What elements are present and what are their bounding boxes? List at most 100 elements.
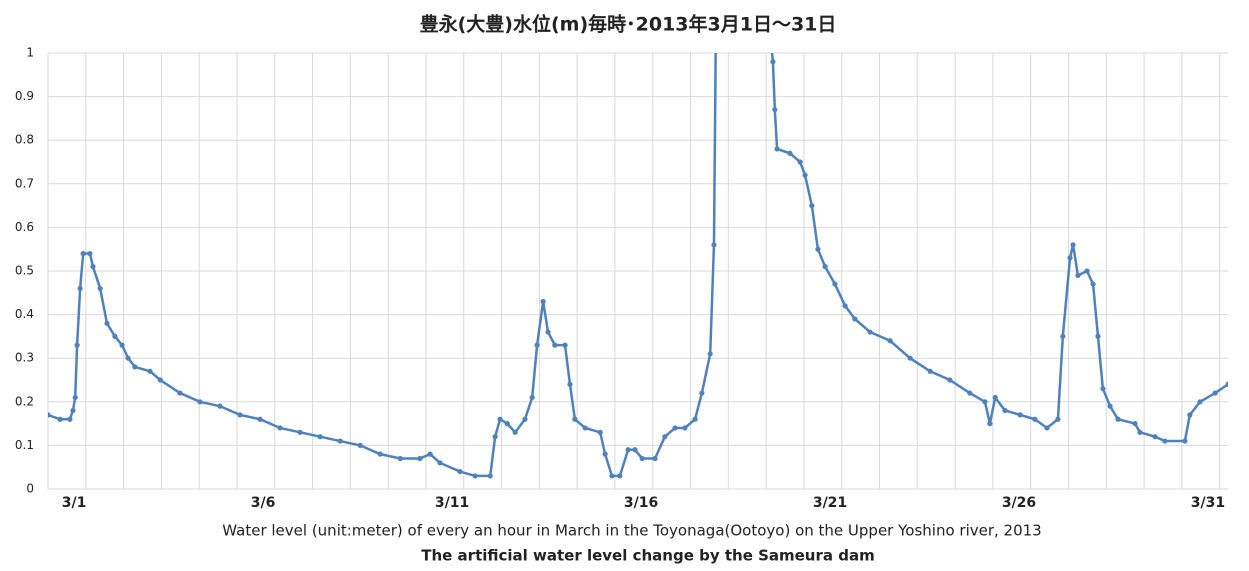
data-point [907,355,913,361]
data-point [567,381,573,387]
data-point [427,451,433,457]
data-point [472,473,478,479]
data-point [699,390,705,396]
y-tick-label: 0 [26,482,34,496]
data-point [74,342,80,348]
data-point [545,329,551,335]
data-point [1044,425,1050,431]
data-point [1055,416,1061,422]
data-point [457,468,463,475]
data-point [512,429,518,435]
data-point [802,172,808,178]
data-point [1060,333,1066,339]
data-point [1212,390,1218,396]
y-tick-label: 0.1 [15,438,34,452]
x-tick-label: 3/1 [62,495,87,511]
data-point [1075,272,1081,278]
data-point [112,333,118,339]
data-point [1187,412,1193,418]
data-point [1107,403,1113,409]
data-point [417,455,423,462]
data-point [617,473,623,479]
data-point [72,394,78,401]
data-point [357,442,363,448]
subcaption: The artificial water level change by the… [421,547,874,565]
data-point [947,377,953,383]
data-point [317,434,323,440]
data-point [487,473,493,479]
data-point [157,377,163,383]
data-point [832,281,838,287]
data-point [822,264,828,270]
data-point [57,416,63,422]
data-point [48,412,51,418]
data-point [1084,268,1090,274]
data-point [132,364,138,370]
data-point [437,460,443,466]
data-point [602,451,608,457]
data-point [927,368,933,374]
data-point [562,342,568,348]
data-point [1002,407,1008,414]
data-point [1162,438,1168,444]
data-point [504,421,510,427]
data-point [97,285,103,292]
y-tick-label: 0.6 [15,220,34,234]
data-point [104,320,110,326]
y-tick-label: 1 [26,46,34,60]
data-point [1182,438,1188,444]
data-point [540,298,546,305]
data-point [711,242,717,248]
data-point [377,451,383,457]
data-point [597,429,603,435]
x-tick-label: 3/31 [1191,495,1225,511]
data-point [197,399,203,405]
data-point [662,434,668,440]
data-point [277,425,283,431]
data-point [257,416,263,422]
data-point [625,447,631,453]
data-point [842,303,848,309]
data-point [534,342,540,348]
data-point [67,416,73,422]
data-point [1032,416,1038,422]
data-point [119,342,125,348]
chart-title: 豊永(大豊)水位(m)毎時･2013年3月1日～31日 [420,13,837,36]
data-point [337,438,343,444]
data-point [707,351,713,357]
data-point [774,146,780,152]
data-point [297,429,303,435]
x-tick-label: 3/6 [251,495,276,511]
data-point [652,455,658,462]
data-point [772,107,778,113]
data-point [809,203,815,209]
data-point [992,394,998,401]
data-point [497,416,503,422]
x-tick-label: 3/26 [1002,495,1036,511]
data-point [639,455,645,462]
data-point [815,246,821,252]
data-point [397,455,403,462]
data-point [672,425,678,431]
data-point [867,329,873,335]
data-point [572,416,578,422]
y-tick-label: 0.8 [15,133,34,147]
data-point [632,447,638,453]
caption: Water level (unit:meter) of every an hou… [222,522,1041,540]
data-point [77,285,83,292]
data-point [967,390,973,396]
data-point [1067,255,1073,261]
data-point [492,434,498,440]
data-point [770,59,776,65]
x-tick-label: 3/11 [435,495,469,511]
y-tick-label: 0.3 [15,351,34,365]
data-point [125,355,131,361]
data-point [147,368,153,374]
data-point [1132,421,1138,427]
y-tick-label: 0.2 [15,394,34,408]
data-point [1225,381,1228,387]
data-point [1137,429,1143,435]
data-point [682,425,688,431]
data-point [237,412,243,418]
